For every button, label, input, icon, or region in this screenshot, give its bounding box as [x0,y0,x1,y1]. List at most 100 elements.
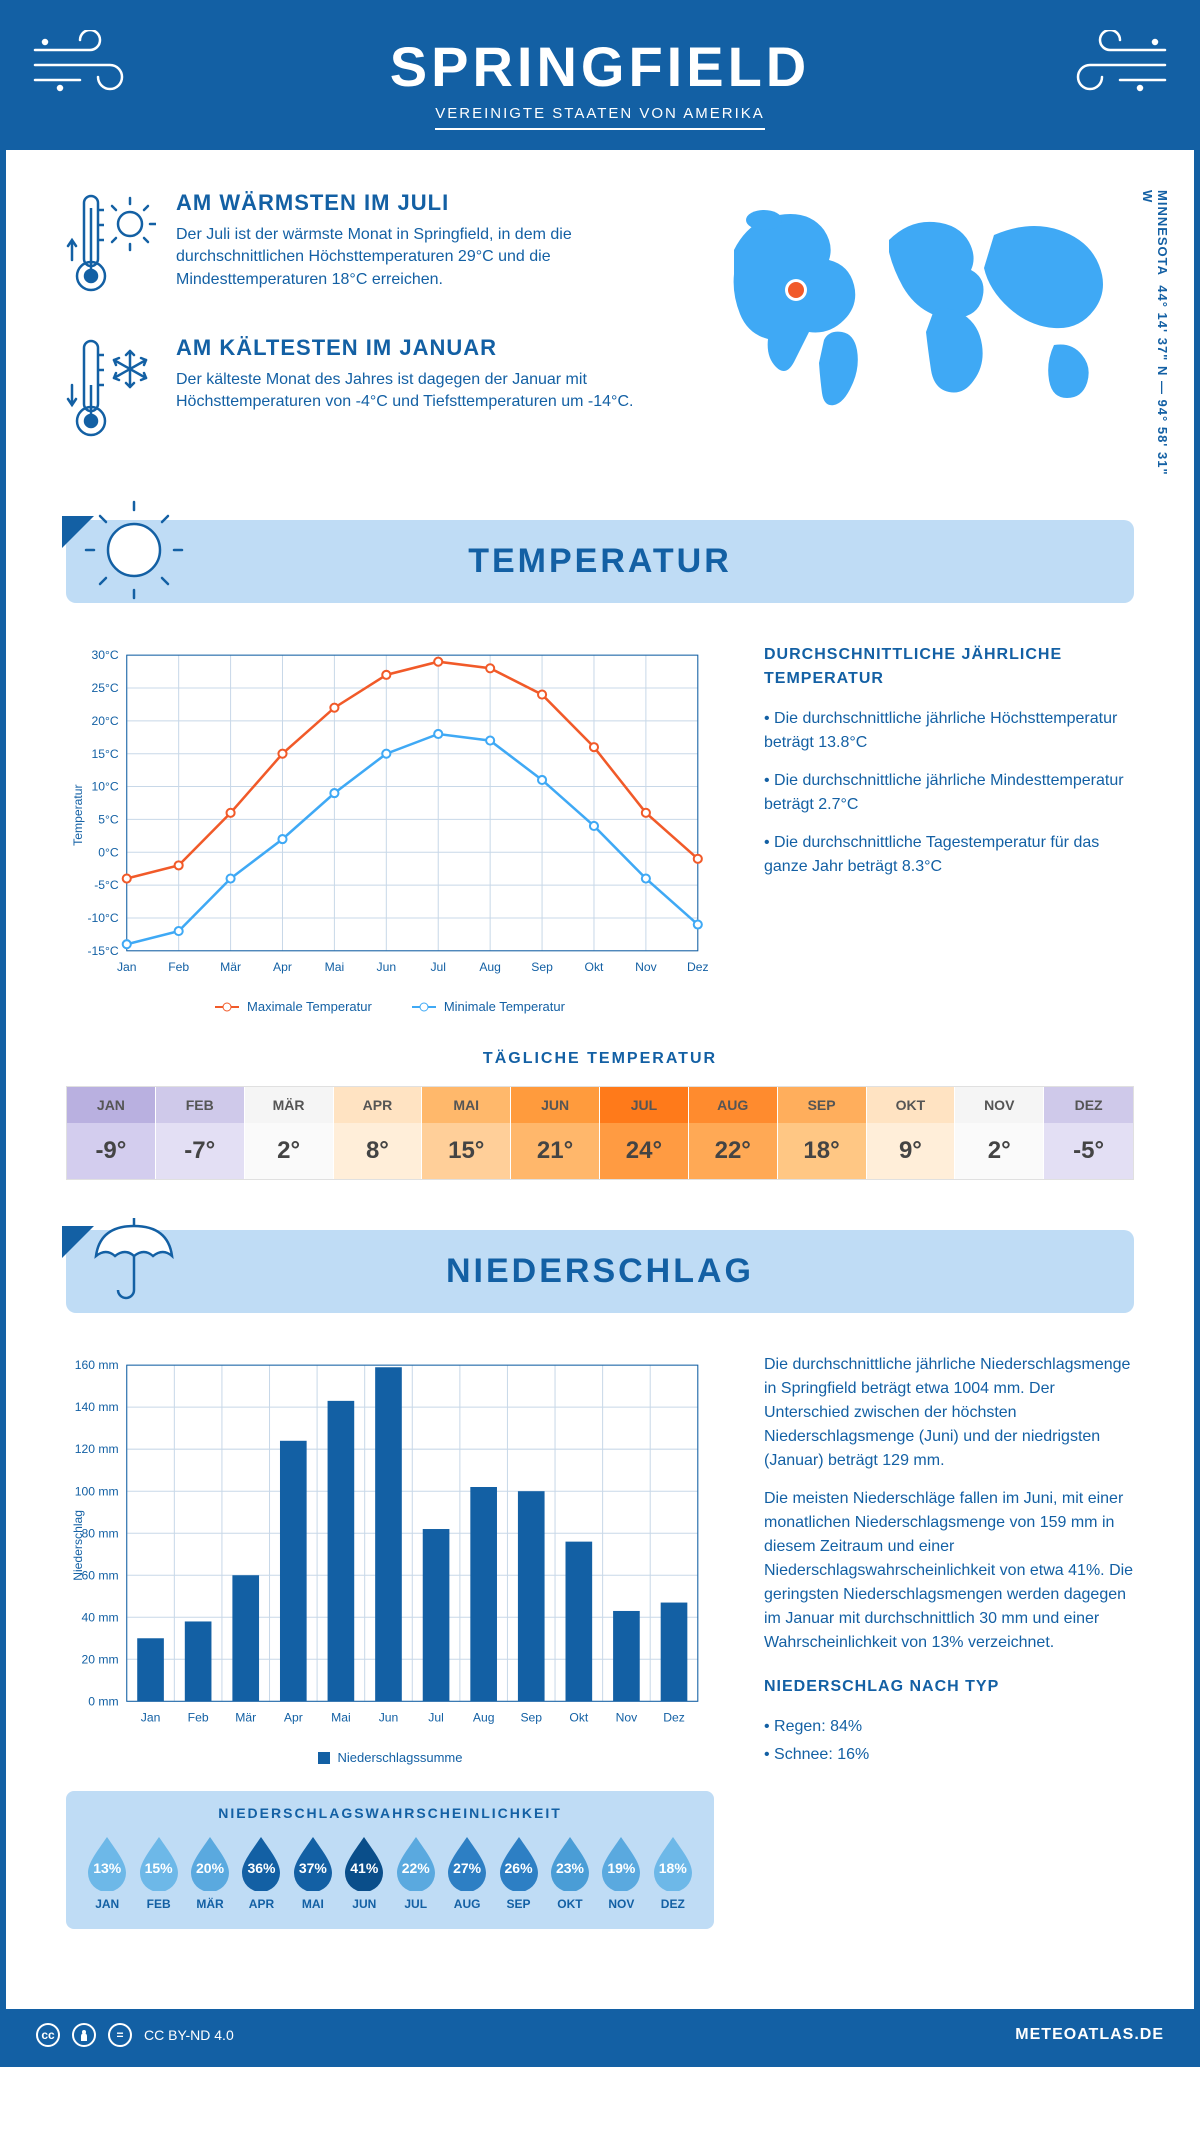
svg-text:Aug: Aug [479,960,501,974]
svg-text:Apr: Apr [273,960,292,974]
svg-text:Sep: Sep [531,960,553,974]
svg-text:Jan: Jan [141,1711,161,1725]
svg-text:Temperatur: Temperatur [71,784,85,845]
probability-drop: 22% JUL [393,1835,439,1911]
svg-text:25°C: 25°C [92,681,119,695]
temperature-heading: TEMPERATUR [86,542,1114,581]
coordinates: MINNESOTA 44° 14' 37" N — 94° 58' 31" W [1140,190,1170,480]
precipitation-banner: NIEDERSCHLAG [66,1230,1134,1313]
svg-text:-5°C: -5°C [94,878,119,892]
svg-text:60 mm: 60 mm [82,1569,119,1583]
sun-icon [84,500,184,605]
svg-text:Mai: Mai [331,1711,351,1725]
svg-text:Mai: Mai [325,960,345,974]
cold-body: Der kälteste Monat des Jahres ist dagege… [176,369,674,414]
daily-temp-cell: JUN 21° [511,1087,600,1179]
temperature-legend: Maximale Temperatur Minimale Temperatur [66,999,714,1014]
svg-text:100 mm: 100 mm [75,1485,119,1499]
svg-text:Dez: Dez [687,960,709,974]
svg-text:Apr: Apr [284,1711,303,1725]
probability-drop: 36% APR [238,1835,284,1911]
by-icon [72,2023,96,2047]
svg-text:Okt: Okt [569,1711,589,1725]
precipitation-summary: Die durchschnittliche jährliche Niedersc… [764,1353,1134,1929]
probability-drop: 19% NOV [598,1835,644,1911]
daily-temp-cell: JUL 24° [600,1087,689,1179]
umbrella-icon [84,1210,184,1315]
svg-text:30°C: 30°C [92,648,119,662]
svg-text:Jan: Jan [117,960,137,974]
daily-temp-cell: SEP 18° [778,1087,867,1179]
svg-text:Feb: Feb [188,1711,209,1725]
wind-icon [30,30,140,105]
intro-section: AM WÄRMSTEN IM JULI Der Juli ist der wär… [66,190,1134,480]
site-name: METEOATLAS.DE [1015,2026,1164,2044]
svg-text:Dez: Dez [663,1711,685,1725]
svg-text:Nov: Nov [635,960,658,974]
daily-temp-cell: DEZ -5° [1044,1087,1133,1179]
svg-text:10°C: 10°C [92,780,119,794]
temperature-summary: DURCHSCHNITTLICHE JÄHRLICHE TEMPERATUR •… [764,643,1134,1014]
svg-text:Niederschlag: Niederschlag [71,1510,85,1581]
warm-fact: AM WÄRMSTEN IM JULI Der Juli ist der wär… [66,190,674,305]
svg-text:15°C: 15°C [92,747,119,761]
daily-temp-cell: JAN -9° [67,1087,156,1179]
probability-drop: 41% JUN [341,1835,387,1911]
climate-infographic: SPRINGFIELD VEREINIGTE STAATEN VON AMERI… [0,0,1200,2067]
probability-drop: 26% SEP [495,1835,541,1911]
probability-drop: 13% JAN [84,1835,130,1911]
cold-title: AM KÄLTESTEN IM JANUAR [176,335,674,361]
warm-body: Der Juli ist der wärmste Monat in Spring… [176,224,674,291]
wind-icon [1060,30,1170,105]
header: SPRINGFIELD VEREINIGTE STAATEN VON AMERI… [6,6,1194,150]
probability-drop: 15% FEB [135,1835,181,1911]
svg-text:0 mm: 0 mm [88,1695,118,1709]
svg-text:20°C: 20°C [92,714,119,728]
probability-drop: 18% DEZ [650,1835,696,1911]
daily-temp-cell: NOV 2° [955,1087,1044,1179]
page-subtitle: VEREINIGTE STAATEN VON AMERIKA [435,105,765,130]
precipitation-heading: NIEDERSCHLAG [86,1252,1114,1291]
daily-temp-cell: MAI 15° [422,1087,511,1179]
svg-text:Jul: Jul [430,960,446,974]
svg-text:Jun: Jun [379,1711,399,1725]
svg-text:-10°C: -10°C [87,911,118,925]
precipitation-chart: 0 mm 20 mm 40 mm 60 mm 80 mm 100 mm 120 mm 140 … [66,1353,714,1765]
cc-icon: cc [36,2023,60,2047]
daily-temp-cell: APR 8° [334,1087,423,1179]
svg-text:120 mm: 120 mm [75,1442,119,1456]
precipitation-probability: NIEDERSCHLAGSWAHRSCHEINLICHKEIT 13% JAN … [66,1791,714,1929]
svg-text:80 mm: 80 mm [82,1527,119,1541]
svg-text:Sep: Sep [520,1711,542,1725]
svg-text:Jun: Jun [377,960,397,974]
probability-drop: 27% AUG [444,1835,490,1911]
nd-icon: = [108,2023,132,2047]
daily-temp-cell: AUG 22° [689,1087,778,1179]
svg-text:Aug: Aug [473,1711,495,1725]
daily-temp-cell: FEB -7° [156,1087,245,1179]
world-map: MINNESOTA 44° 14' 37" N — 94° 58' 31" W [714,190,1134,480]
warm-title: AM WÄRMSTEN IM JULI [176,190,674,216]
svg-text:Jul: Jul [428,1711,444,1725]
page-title: SPRINGFIELD [26,34,1174,99]
svg-text:Nov: Nov [616,1711,639,1725]
svg-text:Feb: Feb [168,960,189,974]
footer: cc = CC BY-ND 4.0 METEOATLAS.DE [6,2009,1194,2061]
svg-text:Mär: Mär [220,960,241,974]
svg-text:-15°C: -15°C [87,944,118,958]
svg-text:0°C: 0°C [98,845,119,859]
svg-text:Mär: Mär [235,1711,256,1725]
probability-drop: 37% MAI [290,1835,336,1911]
daily-temp-grid: JAN -9° FEB -7° MÄR 2° APR 8° MAI 15° JU… [66,1086,1134,1180]
svg-text:160 mm: 160 mm [75,1358,119,1372]
probability-drop: 20% MÄR [187,1835,233,1911]
daily-temp-cell: MÄR 2° [245,1087,334,1179]
svg-text:20 mm: 20 mm [82,1653,119,1667]
svg-text:140 mm: 140 mm [75,1400,119,1414]
precipitation-legend: Niederschlagssumme [66,1750,714,1765]
svg-text:40 mm: 40 mm [82,1611,119,1625]
temperature-chart: -15°C-10°C-5°C0°C5°C10°C15°C20°C25°C30°C… [66,643,714,1014]
daily-temp-title: TÄGLICHE TEMPERATUR [66,1050,1134,1068]
temperature-banner: TEMPERATUR [66,520,1134,603]
daily-temp-cell: OKT 9° [867,1087,956,1179]
